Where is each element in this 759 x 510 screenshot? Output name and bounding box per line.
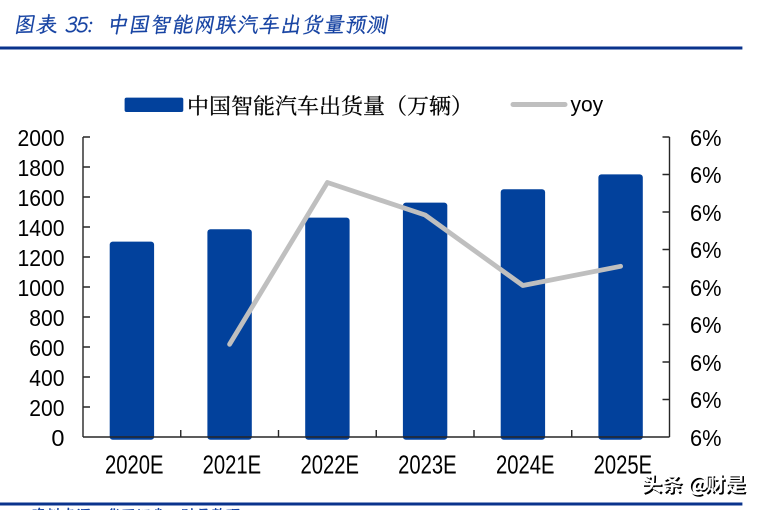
svg-text:6%: 6% xyxy=(690,200,722,226)
svg-text:1800: 1800 xyxy=(18,155,65,181)
svg-text:0: 0 xyxy=(51,425,64,451)
svg-text:1600: 1600 xyxy=(18,185,65,211)
svg-text:6%: 6% xyxy=(690,237,722,263)
svg-text:2021E: 2021E xyxy=(203,449,262,479)
svg-text:6%: 6% xyxy=(690,275,722,301)
svg-text:2000: 2000 xyxy=(18,125,65,151)
svg-text:6%: 6% xyxy=(690,350,722,376)
svg-text:6%: 6% xyxy=(690,125,722,151)
svg-text:2020E: 2020E xyxy=(105,449,164,479)
svg-text:6%: 6% xyxy=(690,162,722,188)
svg-text:6%: 6% xyxy=(690,425,722,451)
svg-text:2023E: 2023E xyxy=(398,449,457,479)
svg-text:6%: 6% xyxy=(690,387,722,413)
svg-text:200: 200 xyxy=(29,395,64,421)
svg-text:1400: 1400 xyxy=(18,215,65,241)
svg-text:6%: 6% xyxy=(690,312,722,338)
svg-text:1200: 1200 xyxy=(18,245,65,271)
svg-text:600: 600 xyxy=(29,335,64,361)
svg-text:800: 800 xyxy=(29,305,64,331)
svg-text:2025E: 2025E xyxy=(594,449,653,479)
svg-text:1000: 1000 xyxy=(18,275,65,301)
svg-text:2024E: 2024E xyxy=(496,449,555,479)
svg-text:2022E: 2022E xyxy=(300,449,359,479)
svg-text:yoy: yoy xyxy=(571,93,604,116)
svg-text:400: 400 xyxy=(29,365,64,391)
